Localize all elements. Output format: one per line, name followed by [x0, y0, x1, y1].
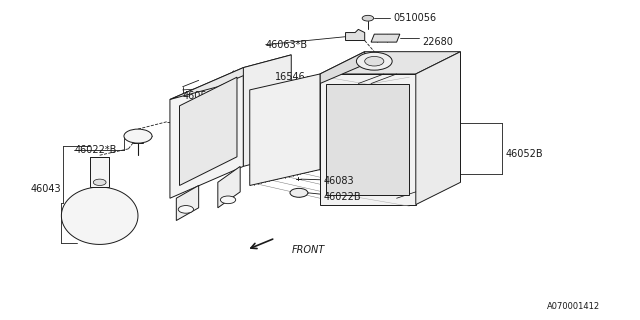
Text: A070001412: A070001412: [547, 302, 600, 311]
Polygon shape: [90, 157, 109, 187]
Polygon shape: [371, 34, 400, 42]
Circle shape: [124, 129, 152, 143]
Text: 46083: 46083: [323, 176, 354, 186]
Text: 46052B: 46052B: [505, 148, 543, 159]
Circle shape: [365, 56, 384, 66]
Text: 46052A: 46052A: [182, 91, 220, 101]
Polygon shape: [320, 52, 365, 84]
Text: 46022*B: 46022*B: [74, 146, 116, 156]
Circle shape: [93, 179, 106, 186]
Polygon shape: [61, 187, 138, 244]
Polygon shape: [250, 74, 320, 186]
Polygon shape: [170, 68, 243, 198]
Polygon shape: [416, 52, 461, 204]
Circle shape: [356, 52, 392, 70]
Text: 46043: 46043: [31, 184, 61, 194]
Polygon shape: [218, 166, 240, 208]
Polygon shape: [320, 74, 416, 204]
Polygon shape: [326, 84, 410, 195]
Text: 46022B: 46022B: [323, 192, 361, 202]
Circle shape: [362, 15, 374, 21]
Polygon shape: [176, 186, 198, 220]
Text: 22680: 22680: [422, 37, 453, 47]
Circle shape: [178, 205, 193, 213]
Text: 16546: 16546: [275, 72, 306, 82]
Polygon shape: [320, 52, 461, 74]
Text: FRONT: FRONT: [291, 245, 324, 255]
Text: 46063*B: 46063*B: [266, 40, 308, 50]
Polygon shape: [243, 55, 291, 166]
Circle shape: [220, 196, 236, 204]
Text: 0510056: 0510056: [394, 13, 436, 23]
Circle shape: [290, 188, 308, 197]
Polygon shape: [346, 29, 365, 41]
Polygon shape: [170, 55, 291, 100]
Polygon shape: [179, 77, 237, 186]
